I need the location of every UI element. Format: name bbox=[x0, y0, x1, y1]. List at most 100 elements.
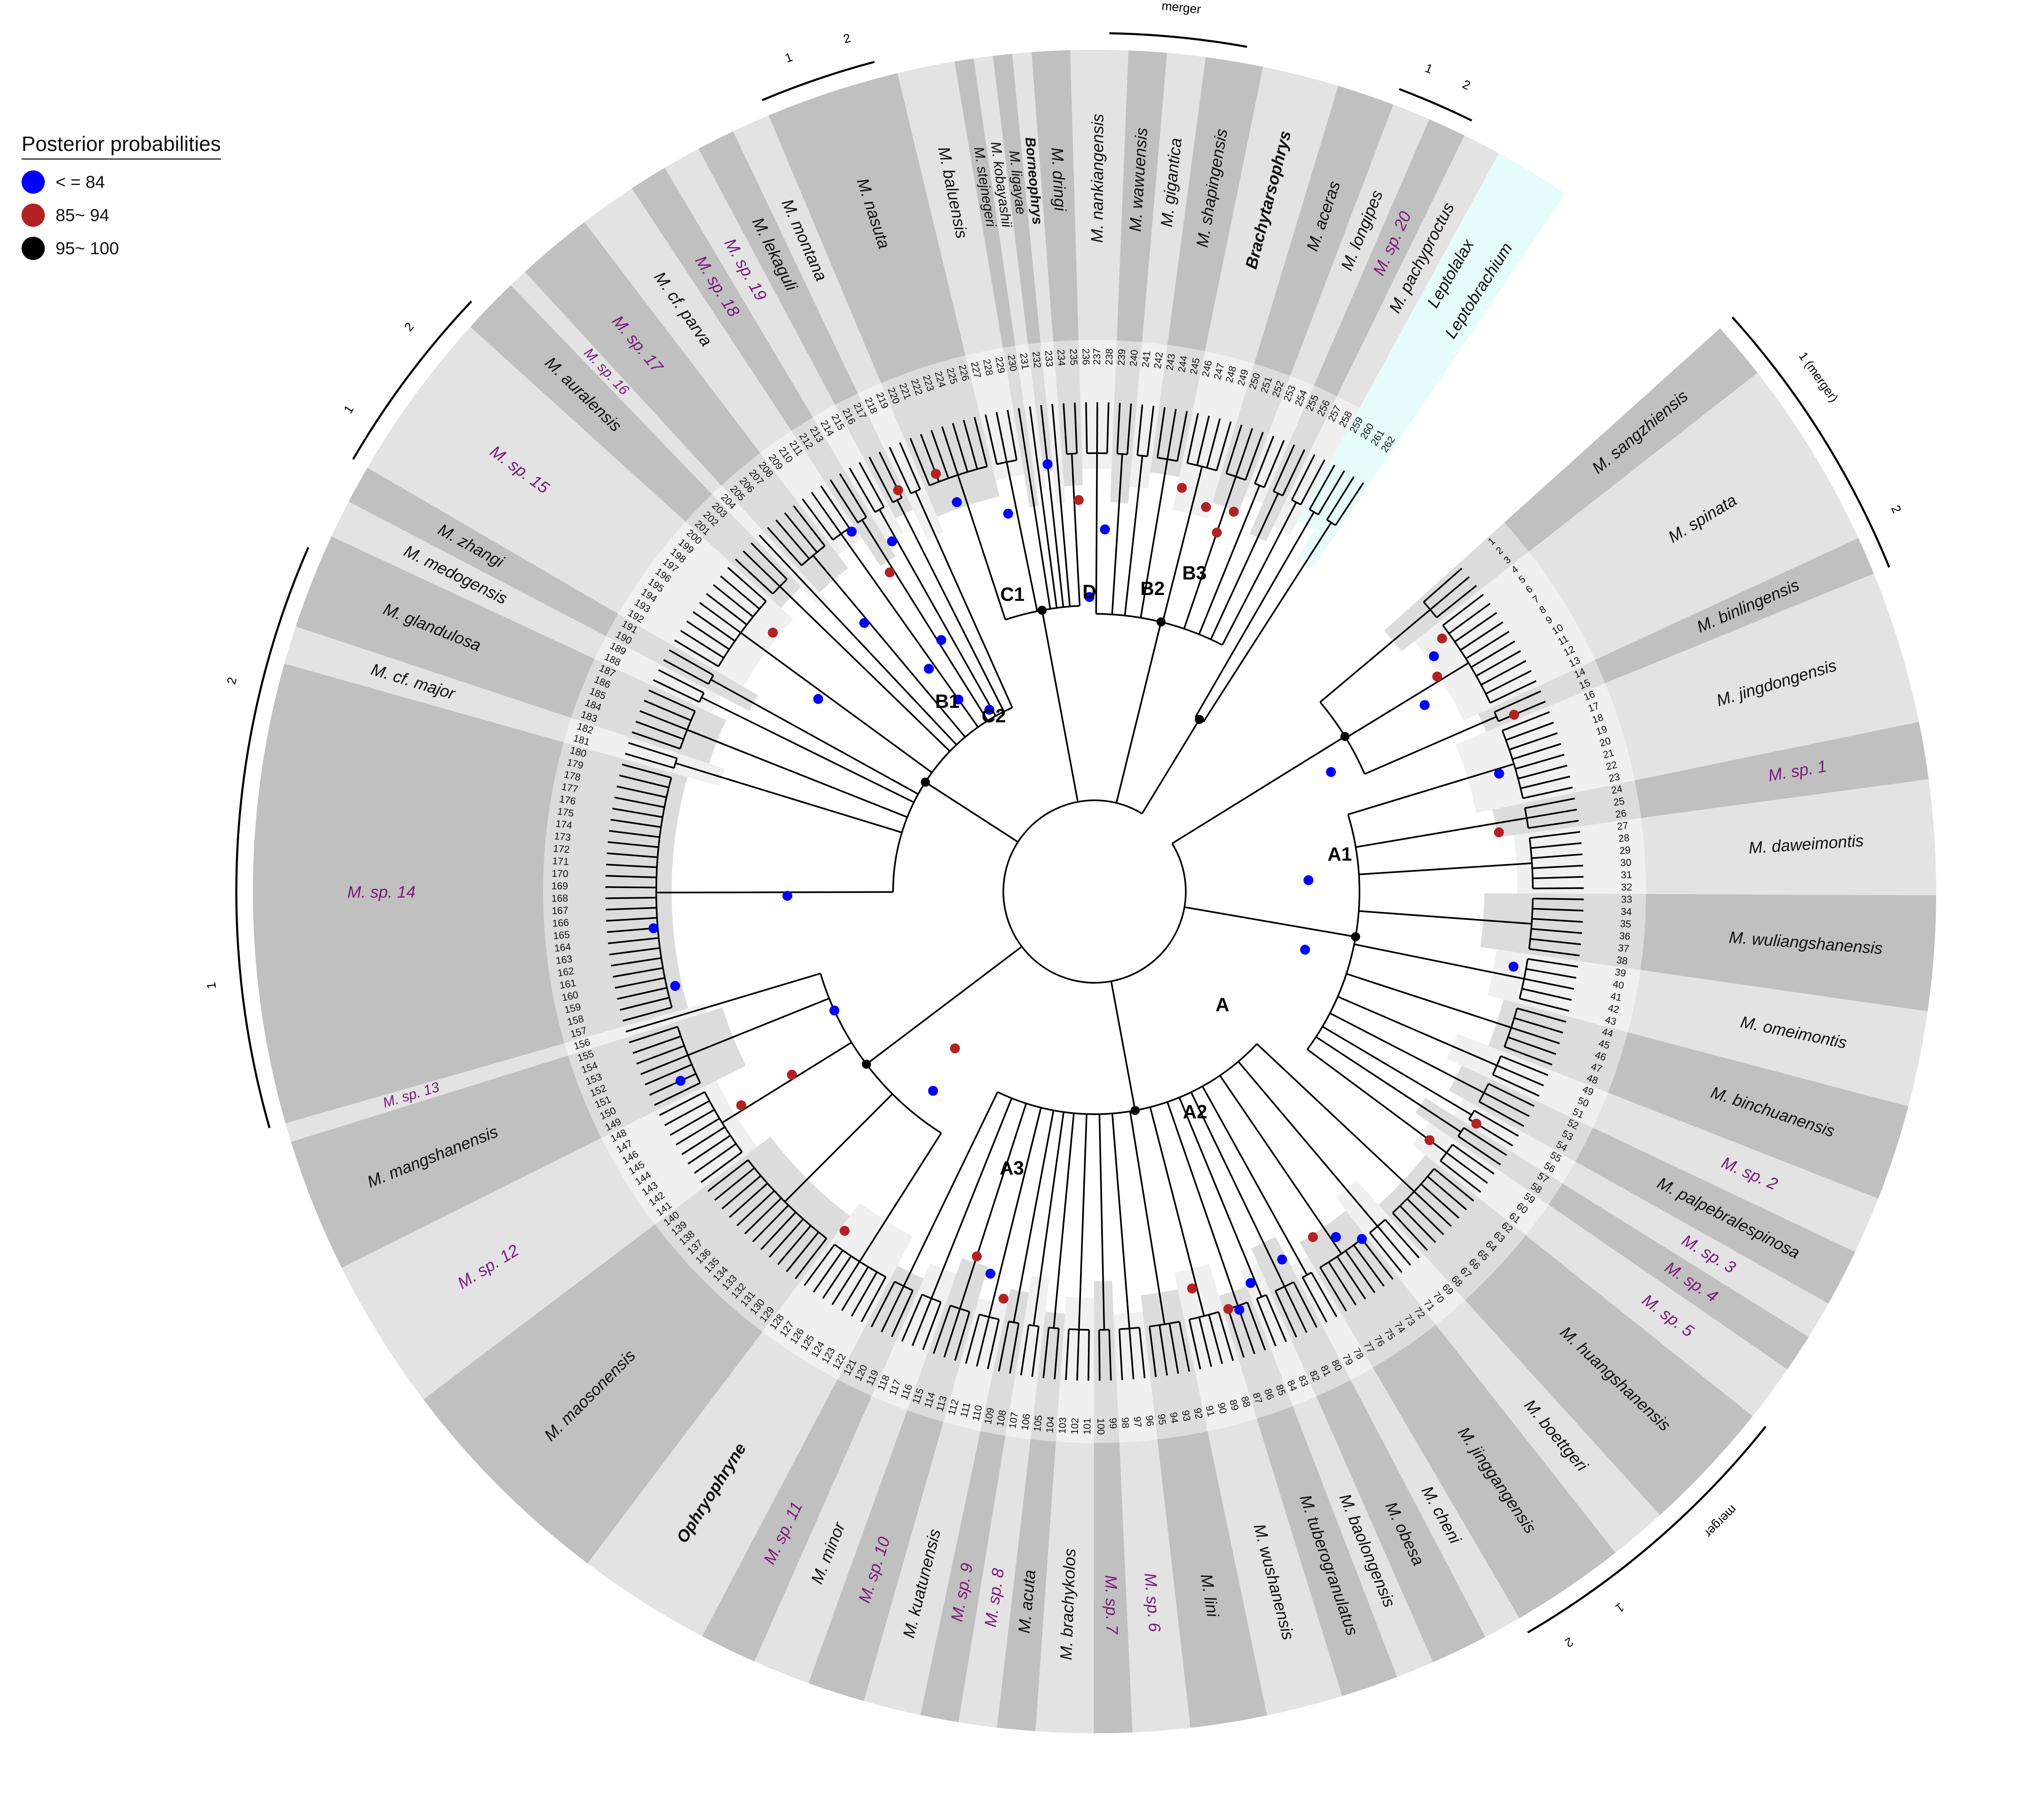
clade-arc bbox=[698, 692, 705, 702]
tip-branch bbox=[1208, 1314, 1223, 1364]
clade-sector bbox=[1117, 50, 1168, 342]
legend-label: 85~ 94 bbox=[56, 205, 109, 225]
tip-branch bbox=[1042, 1327, 1050, 1378]
tip-branch bbox=[1129, 1328, 1134, 1380]
clade-stem bbox=[930, 1098, 1012, 1299]
bracket-arc bbox=[1109, 32, 1248, 48]
tip-branch bbox=[911, 1298, 932, 1346]
clade-sector bbox=[367, 327, 686, 614]
tip-branch bbox=[1448, 603, 1491, 634]
clade-sector bbox=[470, 285, 712, 522]
tip-branch bbox=[1235, 428, 1253, 477]
tip-branch bbox=[687, 1135, 731, 1165]
tip-label: 93 bbox=[1180, 1409, 1192, 1422]
legend-dot-icon bbox=[22, 204, 45, 227]
tip-branch bbox=[1293, 1281, 1318, 1328]
clade-wedge bbox=[1113, 1312, 1158, 1443]
clade-stem bbox=[1202, 1086, 1308, 1276]
clade-arc bbox=[1187, 462, 1217, 471]
tip-branch bbox=[1158, 1325, 1168, 1376]
group-stem bbox=[866, 946, 1022, 1065]
clade-arc bbox=[772, 578, 788, 595]
tip-branch bbox=[622, 1006, 672, 1022]
support-node bbox=[813, 694, 823, 704]
clade-wedge bbox=[965, 347, 1024, 481]
tip-branch bbox=[1029, 406, 1038, 457]
clade-wedge bbox=[1240, 1263, 1316, 1407]
node-label: C1 bbox=[1000, 583, 1024, 605]
clade-sector bbox=[993, 53, 1041, 344]
bracket-label: merger bbox=[1702, 1502, 1740, 1540]
tip-branch bbox=[686, 620, 730, 650]
support-node bbox=[950, 1043, 960, 1054]
tip-branch bbox=[640, 1054, 689, 1075]
tip-branch bbox=[1430, 576, 1470, 610]
support-node bbox=[1177, 483, 1187, 493]
support-node bbox=[887, 536, 897, 547]
tip-label: 173 bbox=[553, 831, 571, 843]
clade-stem bbox=[1111, 454, 1123, 615]
clade-stem bbox=[721, 1042, 852, 1124]
tip-label: 162 bbox=[557, 965, 575, 979]
tip-branch bbox=[1525, 797, 1575, 809]
tip-branch bbox=[1454, 612, 1497, 643]
group-stem bbox=[925, 781, 1019, 843]
support-node bbox=[1303, 875, 1313, 885]
clade-wedge bbox=[835, 393, 913, 518]
legend-dot-icon bbox=[22, 237, 45, 260]
tip-label: 101 bbox=[1082, 1418, 1093, 1435]
tip-branch bbox=[1452, 1144, 1495, 1175]
clade-sector bbox=[1337, 135, 1499, 408]
clade-sector bbox=[1167, 57, 1263, 351]
bracket-label: 2 bbox=[1460, 78, 1472, 93]
tip-branch bbox=[1196, 415, 1210, 466]
tip-label: 236 bbox=[1080, 348, 1092, 365]
tip-label: 99 bbox=[1107, 1418, 1119, 1429]
support-node bbox=[1357, 1234, 1367, 1244]
support-node bbox=[984, 705, 995, 715]
clade-stem bbox=[1036, 457, 1058, 608]
tip-branch bbox=[1492, 1074, 1539, 1097]
group-node bbox=[1156, 617, 1166, 627]
tip-branch bbox=[1227, 1309, 1245, 1358]
support-node bbox=[1042, 459, 1053, 469]
support-node bbox=[847, 527, 857, 537]
tip-label: 41 bbox=[1609, 991, 1623, 1004]
clade-wedge bbox=[1129, 342, 1168, 489]
support-node bbox=[782, 891, 793, 901]
tip-branch bbox=[663, 659, 709, 685]
tip-branch bbox=[1478, 1101, 1525, 1127]
support-node bbox=[924, 663, 934, 674]
tip-branch bbox=[786, 1232, 819, 1273]
clade-wedge bbox=[791, 417, 896, 566]
support-node bbox=[1432, 671, 1442, 682]
clade-wedge bbox=[1219, 1286, 1293, 1419]
tip-branch bbox=[1440, 1160, 1481, 1193]
tip-branch bbox=[743, 550, 781, 587]
tip-branch bbox=[609, 830, 660, 838]
group-stem bbox=[1115, 622, 1162, 803]
clade-sector bbox=[1205, 67, 1338, 364]
tip-label: 231 bbox=[1018, 352, 1031, 370]
tip-branch bbox=[1498, 700, 1546, 722]
tip-branch bbox=[1509, 732, 1558, 751]
tip-branch bbox=[699, 602, 741, 634]
clade-wedge bbox=[1245, 376, 1314, 504]
clade-wedge bbox=[762, 1203, 913, 1380]
clade-arc bbox=[910, 488, 921, 494]
clade-sector bbox=[1316, 1380, 1486, 1662]
tip-branch bbox=[829, 479, 859, 523]
support-node bbox=[1100, 524, 1110, 534]
tip-branch bbox=[1118, 1329, 1123, 1380]
tip-branch bbox=[735, 559, 774, 595]
clade-stem bbox=[1166, 1101, 1239, 1306]
support-node bbox=[893, 485, 903, 496]
clade-arc bbox=[929, 466, 988, 486]
tip-label: 243 bbox=[1164, 353, 1177, 371]
tip-branch bbox=[839, 473, 867, 518]
clade-wedge bbox=[1447, 1033, 1608, 1128]
clade-arc bbox=[834, 1244, 886, 1278]
clade-sector bbox=[291, 1055, 602, 1268]
legend-title: Posterior probabilities bbox=[22, 132, 221, 160]
tip-branch bbox=[1168, 1323, 1179, 1374]
